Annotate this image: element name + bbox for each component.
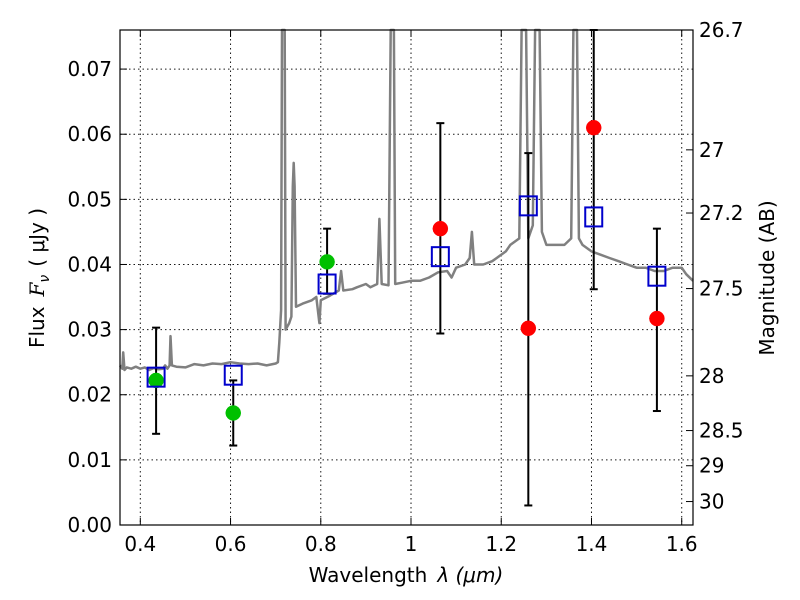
- x-tick-label: 1: [405, 532, 418, 556]
- y-tick-label: 0.01: [67, 448, 112, 472]
- model-spectrum: [118, 28, 694, 372]
- circle-marker: [432, 220, 449, 237]
- y-axis-title-symbol: F: [25, 281, 49, 297]
- circle-marker: [585, 119, 602, 136]
- square-marker: [223, 364, 243, 386]
- y-tick-label: 0.04: [67, 252, 112, 276]
- grid: [120, 30, 693, 525]
- x-axis-title-text: Wavelength: [309, 563, 428, 587]
- data-markers: [146, 119, 667, 421]
- circle-marker: [319, 254, 335, 270]
- right-tick-label: 27: [699, 138, 724, 162]
- x-tick-label: 0.6: [215, 532, 247, 556]
- x-tick-label: 1.4: [576, 532, 608, 556]
- square-marker: [317, 273, 337, 295]
- x-tick-label: 0.4: [124, 532, 156, 556]
- y-tick-label: 0.07: [67, 57, 112, 81]
- x-axis-title: Wavelength λ (μm): [309, 563, 504, 587]
- right-tick-label: 27.2: [699, 201, 744, 225]
- right-tick-label: 28: [699, 364, 724, 388]
- square-marker: [430, 246, 450, 268]
- axis-ticks: 0.4 0.6 0.8 1 1.2 1.4 1.6 0.00 0.01 0.02 0.03 0.04 0…: [67, 18, 743, 556]
- right-tick-label: 29: [699, 454, 724, 478]
- circle-marker: [225, 405, 241, 421]
- y-tick-label: 0.00: [67, 513, 112, 537]
- x-tick-label: 1.2: [485, 532, 517, 556]
- plot-frame: [119, 29, 694, 526]
- y-tick-label: 0.05: [67, 187, 112, 211]
- right-tick-label: 30: [699, 490, 724, 514]
- right-tick-label: 26.7: [699, 18, 744, 42]
- y-axis-title: Flux Fν ( μJy ): [25, 208, 53, 348]
- circle-marker: [649, 310, 665, 327]
- y-axis-title-subscript: ν: [37, 275, 53, 283]
- square-marker: [518, 195, 538, 217]
- y-tick-label: 0.02: [67, 383, 112, 407]
- model-spectrum-line: [118, 28, 694, 372]
- x-tick-label: 1.6: [666, 532, 698, 556]
- right-tick-label: 27.5: [699, 277, 744, 301]
- y-axis-title-unit: ( μJy ): [25, 208, 49, 267]
- right-tick-label: 28.5: [699, 419, 744, 443]
- x-tick-label: 0.8: [305, 532, 337, 556]
- x-axis-title-math: λ (μm): [436, 563, 503, 587]
- right-axis-title: Magnitude (AB): [755, 200, 779, 355]
- error-bars: [152, 29, 661, 507]
- y-axis-title-text: Flux: [25, 306, 49, 348]
- square-marker: [146, 366, 166, 388]
- square-marker: [647, 265, 667, 287]
- circle-marker: [520, 320, 537, 337]
- y-tick-label: 0.06: [67, 122, 112, 146]
- square-marker: [584, 206, 604, 228]
- y-tick-label: 0.03: [67, 318, 112, 342]
